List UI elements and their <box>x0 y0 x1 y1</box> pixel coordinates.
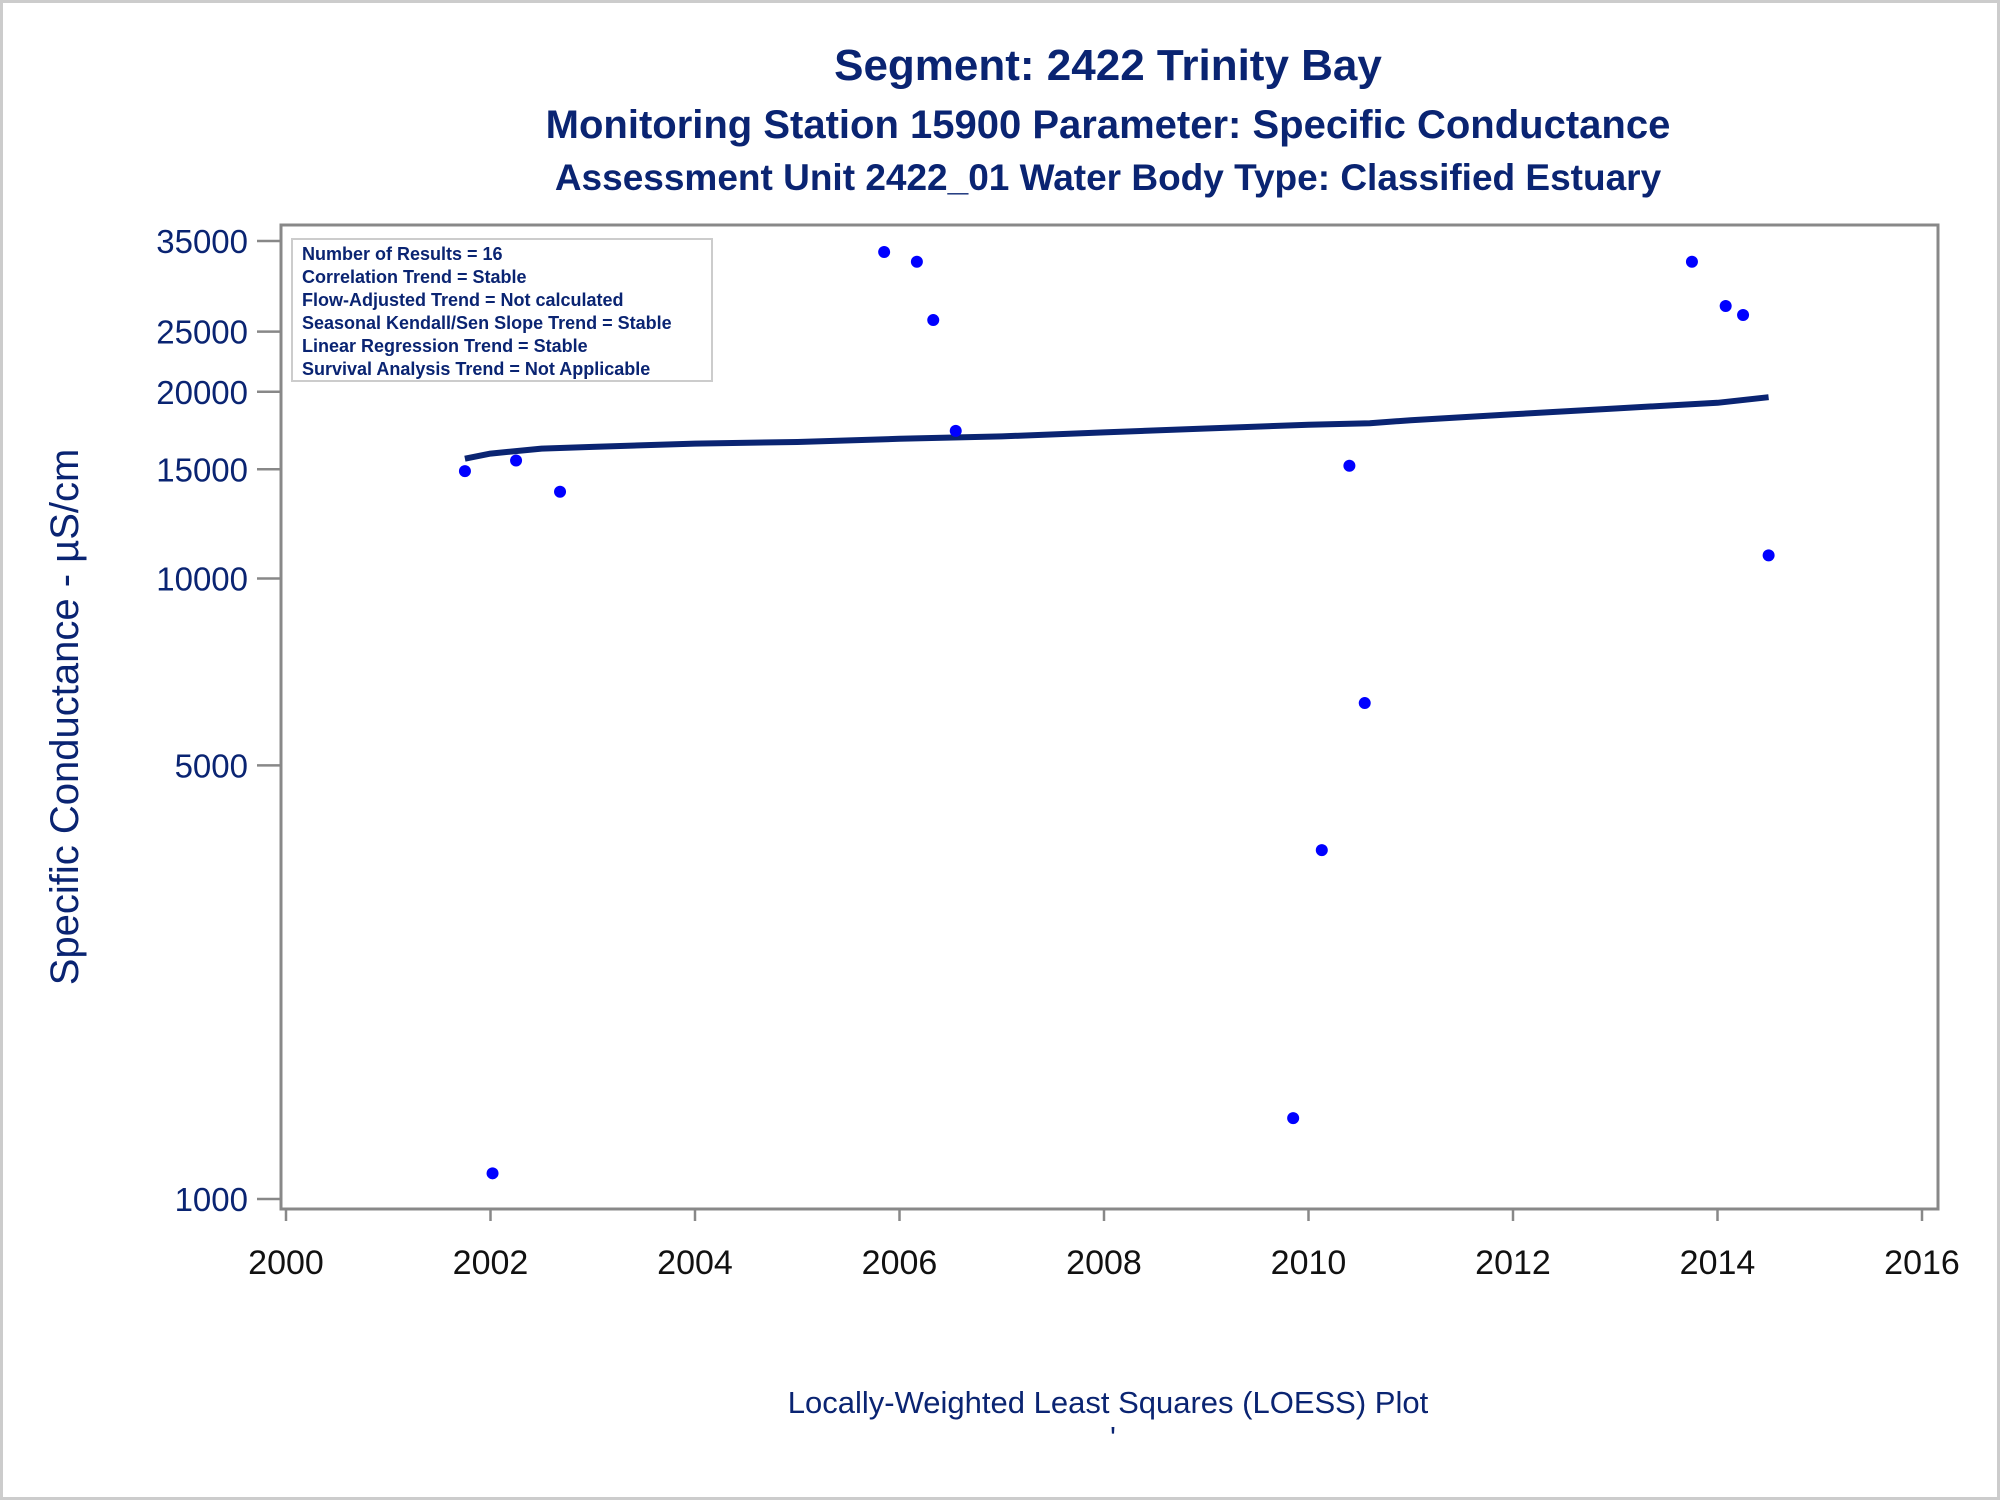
data-point <box>1287 1112 1300 1125</box>
y-tick-label: 35000 <box>156 223 248 260</box>
footnote-mark: ' <box>1110 1420 1116 1455</box>
x-axis: 2000 2002 2004 2006 2008 2010 2012 2014 2016 <box>248 1209 1960 1282</box>
stats-flow-adjusted-trend: Flow-Adjusted Trend = Not calculated <box>302 290 624 310</box>
stats-box: Number of Results = 16 Correlation Trend… <box>291 238 713 382</box>
stats-survival-analysis-trend: Survival Analysis Trend = Not Applicable <box>302 359 650 379</box>
data-point <box>1343 459 1356 472</box>
chart-subtitle-assessment: Assessment Unit 2422_01 Water Body Type:… <box>555 157 1662 198</box>
x-tick-label: 2012 <box>1475 1244 1551 1282</box>
data-point <box>458 465 471 478</box>
plot-footnote: Locally-Weighted Least Squares (LOESS) P… <box>788 1385 1429 1420</box>
data-point <box>486 1167 499 1180</box>
stats-linear-regression-trend: Linear Regression Trend = Stable <box>302 336 588 356</box>
y-tick-label: 10000 <box>156 561 248 598</box>
y-tick-label: 25000 <box>156 314 248 351</box>
data-point <box>1719 299 1732 312</box>
chart-title: Segment: 2422 Trinity Bay <box>834 41 1382 90</box>
stats-number-of-results: Number of Results = 16 <box>302 244 503 264</box>
y-tick-label: 1000 <box>175 1181 248 1218</box>
data-point <box>910 255 923 268</box>
loess-line <box>464 394 1769 462</box>
data-point <box>949 424 962 437</box>
loess-series <box>464 394 1769 462</box>
y-axis: 1000 5000 10000 15000 20000 25000 35000 <box>156 223 281 1218</box>
chart-subtitle-station: Monitoring Station 15900 Parameter: Spec… <box>546 103 1671 147</box>
data-point <box>510 454 523 467</box>
x-tick-label: 2004 <box>657 1244 733 1282</box>
x-tick-label: 2002 <box>453 1244 529 1282</box>
x-tick-label: 2014 <box>1680 1244 1756 1282</box>
x-tick-label: 2008 <box>1066 1244 1142 1282</box>
stats-seasonal-kendall-trend: Seasonal Kendall/Sen Slope Trend = Stabl… <box>302 313 672 333</box>
data-point <box>1762 549 1775 562</box>
plot-area <box>279 223 1940 1211</box>
data-point <box>927 314 940 327</box>
data-point <box>878 245 891 258</box>
data-point <box>554 485 567 498</box>
data-points <box>458 245 1775 1180</box>
x-tick-label: 2010 <box>1271 1244 1347 1282</box>
data-point <box>1315 844 1328 857</box>
y-tick-label: 20000 <box>156 374 248 411</box>
x-tick-label: 2000 <box>248 1244 324 1282</box>
y-tick-label: 15000 <box>156 451 248 488</box>
data-point <box>1358 697 1371 710</box>
data-point <box>1685 255 1698 268</box>
stats-box-frame <box>291 238 713 382</box>
stats-correlation-trend: Correlation Trend = Stable <box>302 267 527 287</box>
x-tick-label: 2016 <box>1884 1244 1960 1282</box>
x-tick-label: 2006 <box>862 1244 938 1282</box>
y-axis-label: Specific Conductance - µS/cm <box>43 449 87 986</box>
y-tick-label: 5000 <box>175 747 248 784</box>
data-point <box>1737 308 1750 321</box>
